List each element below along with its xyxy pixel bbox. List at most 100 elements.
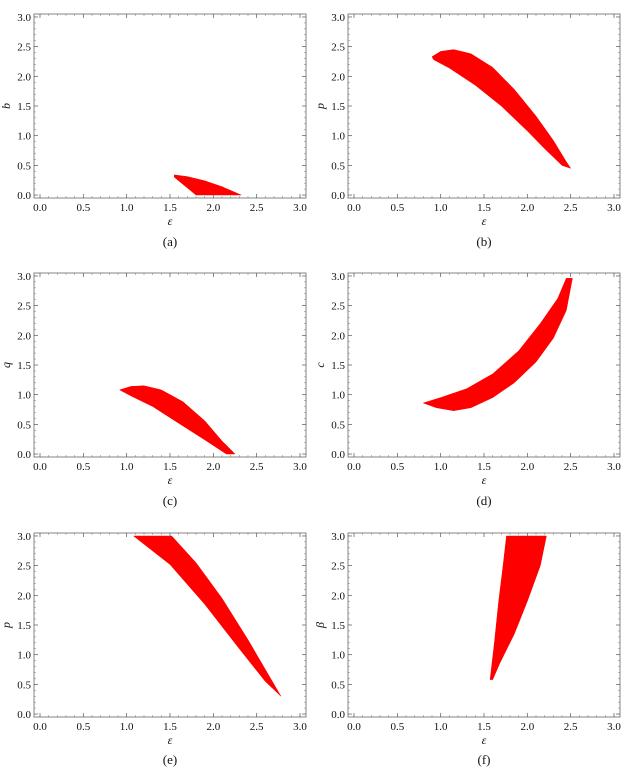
- x-tick-label: 1.5: [477, 202, 491, 214]
- y-tick-label: 2.5: [331, 42, 345, 54]
- y-tick-label: 2.5: [17, 561, 31, 573]
- x-tick-label: 1.0: [120, 202, 134, 214]
- plot-frame: [33, 13, 307, 199]
- panel-caption: (f): [478, 752, 491, 767]
- x-tick-label: 1.5: [477, 721, 491, 733]
- y-tick-label: 0.0: [17, 190, 31, 202]
- x-tick-label: 1.0: [120, 461, 134, 473]
- feasible-region: [431, 49, 572, 169]
- x-tick-label: 1.0: [434, 721, 448, 733]
- y-tick-label: 2.0: [17, 590, 31, 602]
- feasible-region: [174, 174, 242, 196]
- x-axis-label: ε: [482, 733, 487, 747]
- x-tick-label: 0.5: [76, 721, 90, 733]
- x-tick-label: 0.5: [76, 461, 90, 473]
- feasible-region: [489, 535, 547, 680]
- x-tick-label: 3.0: [293, 721, 307, 733]
- panel-e: 0.0 0.5 1.0 1.5 2.0 2.5 3.0 0.0 0.5 1.0 1.5 2.0 2.5 3…: [0, 531, 307, 767]
- y-axis-label: β: [313, 622, 327, 629]
- y-tick-label: 2.0: [17, 71, 31, 83]
- x-tick-label: 3.0: [607, 721, 621, 733]
- y-tick-label: 2.0: [17, 330, 31, 342]
- x-tick-label: 0.5: [390, 721, 404, 733]
- x-tick-label: 2.0: [520, 202, 534, 214]
- x-tick-label: 0.5: [390, 461, 404, 473]
- y-tick-label: 3.0: [331, 271, 345, 283]
- x-axis-label: ε: [482, 473, 487, 487]
- feasible-region: [422, 278, 573, 411]
- y-tick-label: 1.5: [331, 620, 345, 632]
- x-tick-label: 2.0: [206, 721, 220, 733]
- x-tick-label: 3.0: [293, 202, 307, 214]
- x-tick-label: 0.0: [33, 461, 47, 473]
- plot-frame: [347, 13, 621, 199]
- x-tick-label: 1.0: [120, 721, 134, 733]
- y-axis-label: c: [313, 362, 327, 368]
- panel-a: 0.0 0.5 1.0 1.5 2.0 2.5 3.0 0.0 0.5 1.0 1.5 2.0 2.5 3…: [0, 12, 307, 249]
- x-tick-label: 2.5: [564, 461, 578, 473]
- y-tick-label: 2.5: [331, 301, 345, 313]
- y-tick-label: 1.0: [331, 131, 345, 143]
- x-tick-label: 2.0: [520, 461, 534, 473]
- x-tick-label: 1.5: [163, 202, 177, 214]
- y-tick-label: 1.0: [17, 390, 31, 402]
- panel-f: 0.0 0.5 1.0 1.5 2.0 2.5 3.0 0.0 0.5 1.0 1.5 2.0 2.5 3…: [313, 531, 621, 767]
- panel-caption: (b): [476, 234, 491, 249]
- y-tick-label: 1.5: [17, 360, 31, 372]
- panel-c: 0.0 0.5 1.0 1.5 2.0 2.5 3.0 0.0 0.5 1.0 1.5 2.0 2.5 3…: [0, 271, 307, 508]
- x-tick-label: 3.0: [607, 202, 621, 214]
- panel-d: 0.0 0.5 1.0 1.5 2.0 2.5 3.0 0.0 0.5 1.0 1.5 2.0 2.5 3…: [313, 271, 621, 508]
- x-tick-label: 1.5: [163, 461, 177, 473]
- feasible-region: [119, 385, 236, 455]
- y-tick-label: 2.5: [331, 561, 345, 573]
- x-tick-label: 0.5: [76, 202, 90, 214]
- y-tick-label: 1.5: [331, 360, 345, 372]
- x-tick-label: 2.0: [520, 721, 534, 733]
- panel-caption: (a): [163, 234, 177, 249]
- x-tick-label: 2.5: [250, 721, 264, 733]
- feasible-region: [132, 535, 282, 697]
- x-tick-label: 2.0: [206, 202, 220, 214]
- y-axis-label: p: [313, 103, 327, 110]
- y-tick-label: 3.0: [17, 531, 31, 543]
- y-tick-label: 0.0: [331, 190, 345, 202]
- y-tick-label: 1.5: [17, 620, 31, 632]
- x-tick-label: 0.5: [390, 202, 404, 214]
- x-tick-label: 0.0: [33, 721, 47, 733]
- panel-caption: (d): [476, 493, 491, 508]
- x-tick-label: 2.5: [564, 202, 578, 214]
- y-tick-label: 0.5: [331, 160, 345, 172]
- y-tick-label: 3.0: [17, 12, 31, 24]
- x-tick-label: 1.5: [477, 461, 491, 473]
- y-tick-label: 0.5: [331, 679, 345, 691]
- y-tick-label: 0.5: [17, 160, 31, 172]
- y-tick-label: 3.0: [331, 12, 345, 24]
- x-tick-label: 2.0: [206, 461, 220, 473]
- x-tick-label: 0.0: [347, 721, 361, 733]
- x-tick-label: 0.0: [347, 461, 361, 473]
- plot-frame: [33, 272, 307, 458]
- y-tick-label: 0.0: [331, 449, 345, 461]
- y-tick-label: 3.0: [331, 531, 345, 543]
- y-axis-label: q: [0, 362, 13, 368]
- y-tick-label: 2.0: [331, 71, 345, 83]
- x-tick-label: 0.0: [347, 202, 361, 214]
- x-axis-label: ε: [168, 214, 173, 228]
- panel-b: 0.0 0.5 1.0 1.5 2.0 2.5 3.0 0.0 0.5 1.0 1.5 2.0 2.5 3…: [313, 12, 621, 249]
- plot-frame: [347, 532, 621, 718]
- y-tick-label: 1.0: [331, 650, 345, 662]
- y-tick-label: 0.0: [331, 709, 345, 721]
- y-tick-label: 0.5: [17, 679, 31, 691]
- y-tick-label: 1.5: [17, 101, 31, 113]
- y-tick-label: 2.5: [17, 301, 31, 313]
- y-tick-label: 0.0: [17, 709, 31, 721]
- y-tick-label: 1.5: [331, 101, 345, 113]
- x-axis-label: ε: [168, 733, 173, 747]
- y-tick-label: 2.0: [331, 330, 345, 342]
- y-axis-label: p: [0, 622, 13, 629]
- y-tick-label: 1.0: [17, 131, 31, 143]
- x-tick-label: 1.0: [434, 202, 448, 214]
- x-tick-label: 2.5: [250, 461, 264, 473]
- x-axis-label: ε: [168, 473, 173, 487]
